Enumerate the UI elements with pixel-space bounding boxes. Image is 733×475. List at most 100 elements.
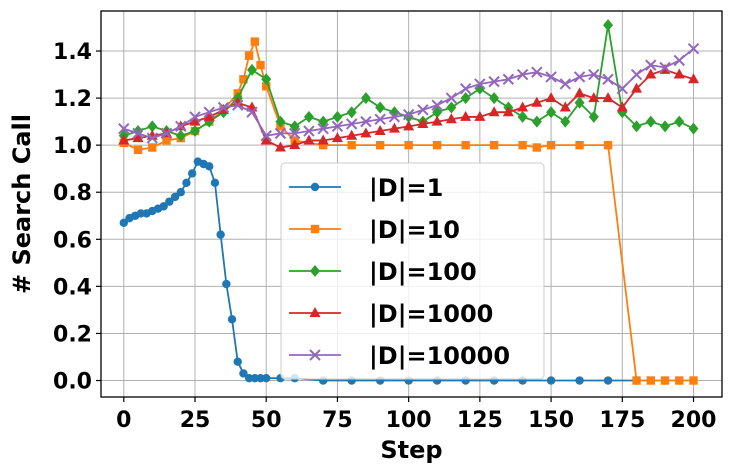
data-point <box>675 376 684 385</box>
data-point <box>132 127 144 140</box>
data-point <box>261 73 272 86</box>
data-point <box>673 54 685 67</box>
data-point <box>374 113 386 125</box>
data-point <box>417 117 429 128</box>
data-point <box>602 73 614 85</box>
data-point <box>331 120 344 133</box>
data-point <box>417 104 429 116</box>
data-point <box>318 140 328 150</box>
y-tick-label: 1.0 <box>53 134 92 159</box>
data-point <box>345 118 358 130</box>
legend-label: |D|=10 <box>369 216 460 244</box>
data-point <box>303 125 315 137</box>
data-point <box>518 140 527 150</box>
data-point <box>459 82 472 95</box>
data-point <box>489 140 499 150</box>
y-tick-label: 0.0 <box>53 370 92 395</box>
data-point <box>160 127 173 140</box>
data-point <box>659 61 671 74</box>
data-point <box>232 99 244 111</box>
data-point <box>432 140 442 150</box>
data-point <box>631 120 642 133</box>
data-point <box>203 106 215 118</box>
data-point <box>660 120 671 133</box>
y-tick-label: 0.8 <box>53 181 92 206</box>
data-point <box>445 113 457 124</box>
data-point <box>546 106 557 119</box>
data-point <box>545 92 557 103</box>
data-point <box>688 73 700 84</box>
data-point <box>119 218 128 228</box>
data-point <box>646 376 655 385</box>
data-point <box>488 106 500 117</box>
data-point <box>603 19 614 32</box>
legend-marker <box>310 265 320 277</box>
data-point <box>517 110 528 123</box>
data-point <box>189 111 201 123</box>
x-tick-label: 200 <box>671 408 717 433</box>
data-point <box>239 75 248 84</box>
data-point <box>244 51 254 60</box>
data-point <box>360 92 371 105</box>
data-point <box>560 115 571 128</box>
data-point <box>461 140 470 150</box>
plot-series <box>118 19 700 385</box>
data-point <box>332 110 343 123</box>
data-point <box>246 63 257 76</box>
data-point <box>216 230 225 239</box>
y-axis-label: # Search Call <box>8 114 36 294</box>
data-point <box>687 42 700 55</box>
data-point <box>148 143 157 152</box>
data-point <box>575 376 584 385</box>
legend-item: |D|=10000 <box>289 342 510 370</box>
data-point <box>147 120 158 133</box>
data-point <box>275 115 286 128</box>
data-point <box>162 136 171 145</box>
data-point <box>546 140 556 150</box>
data-point <box>317 122 329 135</box>
data-point <box>203 110 215 121</box>
data-point <box>288 127 301 140</box>
data-point <box>688 122 699 135</box>
y-tick-label: 0.6 <box>53 228 92 253</box>
data-point <box>205 162 214 171</box>
data-point <box>616 82 629 95</box>
data-point <box>346 129 358 140</box>
data-point <box>289 120 300 133</box>
data-point <box>375 101 386 114</box>
data-point <box>217 101 230 114</box>
data-point <box>175 120 187 133</box>
data-point <box>274 127 287 140</box>
legend: |D|=1 |D|=10 |D|=100 |D|=1000 |D|=10000 <box>280 162 545 380</box>
data-point <box>531 66 543 78</box>
data-point <box>346 106 357 119</box>
data-point <box>502 106 514 117</box>
data-point <box>246 106 258 118</box>
data-point <box>546 376 556 385</box>
data-point <box>689 376 698 385</box>
data-point <box>374 125 386 136</box>
data-point <box>132 132 144 143</box>
data-point <box>660 376 670 385</box>
data-point <box>187 169 197 178</box>
legend-box <box>280 162 545 380</box>
y-tick-label: 0.2 <box>53 322 92 347</box>
data-point <box>645 59 657 71</box>
legend-marker <box>310 182 320 192</box>
data-point <box>574 96 585 109</box>
data-point <box>360 115 372 128</box>
data-point <box>645 68 657 79</box>
data-point <box>573 71 586 83</box>
x-tick-label: 75 <box>322 408 353 433</box>
data-point <box>402 108 415 121</box>
data-point <box>331 132 343 143</box>
data-point <box>232 96 244 107</box>
data-point <box>616 101 628 112</box>
data-point <box>176 188 185 197</box>
data-point <box>388 122 400 133</box>
legend-item: |D|=1 <box>289 174 443 202</box>
data-point <box>575 140 584 150</box>
data-point <box>588 92 600 103</box>
x-tick-label: 50 <box>251 408 282 433</box>
y-tick-label: 1.2 <box>53 87 92 112</box>
